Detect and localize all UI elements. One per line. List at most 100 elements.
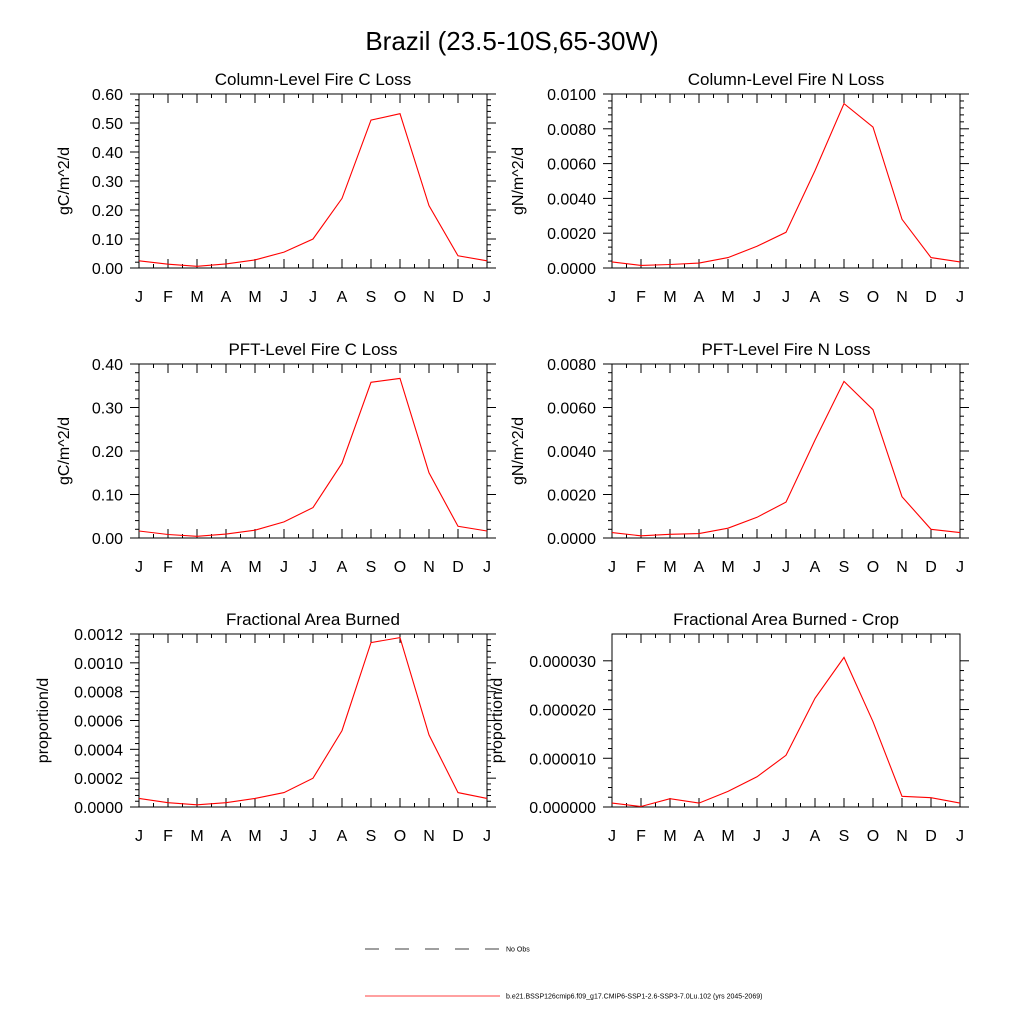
y-tick-label: 0.0060 [547,401,596,418]
x-tick-label: J [135,828,143,845]
x-tick-label: M [190,828,203,845]
legend-obs-label: No Obs [506,947,530,954]
x-tick-label: A [810,559,821,576]
y-tick-label: 0.0080 [547,122,596,139]
x-tick-label: J [309,828,317,845]
x-tick-label: N [896,828,908,845]
x-tick-label: J [753,289,761,306]
x-tick-label: D [452,289,464,306]
x-tick-label: O [394,828,406,845]
x-tick-label: S [839,559,850,576]
x-tick-label: A [337,828,348,845]
x-tick-label: O [867,828,879,845]
y-tick-label: 0.0004 [74,742,123,759]
x-tick-label: D [925,289,937,306]
x-tick-label: N [423,559,435,576]
x-tick-label: J [280,828,288,845]
x-tick-label: J [782,559,790,576]
x-tick-label: J [782,289,790,306]
y-axis-label: gC/m^2/d [56,417,73,485]
x-tick-label: J [309,559,317,576]
x-tick-label: D [925,559,937,576]
x-tick-label: S [839,828,850,845]
y-tick-label: 0.00 [92,531,123,548]
x-tick-label: A [810,828,821,845]
x-tick-label: M [663,828,676,845]
x-tick-label: A [221,289,232,306]
x-tick-label: J [135,289,143,306]
x-tick-label: O [394,559,406,576]
plot-frame [138,363,488,539]
x-tick-label: J [135,559,143,576]
panel-title: PFT-Level Fire C Loss [228,340,397,359]
y-tick-label: 0.0012 [74,627,123,644]
x-tick-label: J [309,289,317,306]
x-tick-label: A [694,828,705,845]
plot-frame [611,633,961,808]
series-line [611,656,961,808]
x-tick-label: J [956,559,964,576]
x-tick-label: D [452,559,464,576]
y-tick-label: 0.0060 [547,157,596,174]
x-tick-label: J [608,559,616,576]
x-tick-label: O [867,289,879,306]
y-axis-label: gC/m^2/d [56,147,73,215]
x-tick-label: F [163,828,173,845]
x-tick-label: M [248,828,261,845]
x-tick-label: M [248,559,261,576]
x-tick-label: J [753,559,761,576]
x-tick-label: J [280,559,288,576]
x-tick-label: J [956,828,964,845]
x-tick-label: A [810,289,821,306]
series-line [138,113,488,267]
x-tick-label: A [337,289,348,306]
x-tick-label: S [366,289,377,306]
y-tick-label: 0.000030 [529,654,596,671]
x-tick-label: S [366,828,377,845]
x-tick-label: F [636,559,646,576]
x-tick-label: S [366,559,377,576]
x-tick-label: D [452,828,464,845]
x-tick-label: N [896,559,908,576]
y-tick-label: 0.10 [92,232,123,249]
x-tick-label: M [190,289,203,306]
x-tick-label: N [423,828,435,845]
x-tick-label: J [782,828,790,845]
y-tick-label: 0.40 [92,357,123,374]
x-tick-label: J [280,289,288,306]
x-tick-label: F [636,828,646,845]
x-tick-label: J [483,559,491,576]
x-tick-label: O [867,559,879,576]
series-line [611,380,961,537]
x-tick-label: O [394,289,406,306]
y-tick-label: 0.000010 [529,751,596,768]
y-tick-label: 0.50 [92,116,123,133]
series-line [138,377,488,537]
x-tick-label: J [483,828,491,845]
x-tick-label: J [483,289,491,306]
y-tick-label: 0.0100 [547,87,596,104]
y-tick-label: 0.10 [92,488,123,505]
x-tick-label: D [925,828,937,845]
x-tick-label: A [694,559,705,576]
x-tick-label: S [839,289,850,306]
panel-title: Column-Level Fire C Loss [215,70,412,89]
x-tick-label: A [221,559,232,576]
y-axis-label: gN/m^2/d [510,147,527,215]
x-tick-label: J [753,828,761,845]
x-tick-label: A [694,289,705,306]
y-tick-label: 0.0000 [547,261,596,278]
y-tick-label: 0.0080 [547,357,596,374]
y-tick-label: 0.0040 [547,444,596,461]
x-tick-label: M [721,828,734,845]
legend: No Obs b.e21.BSSP126cmip6.f09_g17.CMIP6-… [365,947,762,1001]
x-tick-label: J [608,289,616,306]
panel-title: Fractional Area Burned [226,610,400,629]
